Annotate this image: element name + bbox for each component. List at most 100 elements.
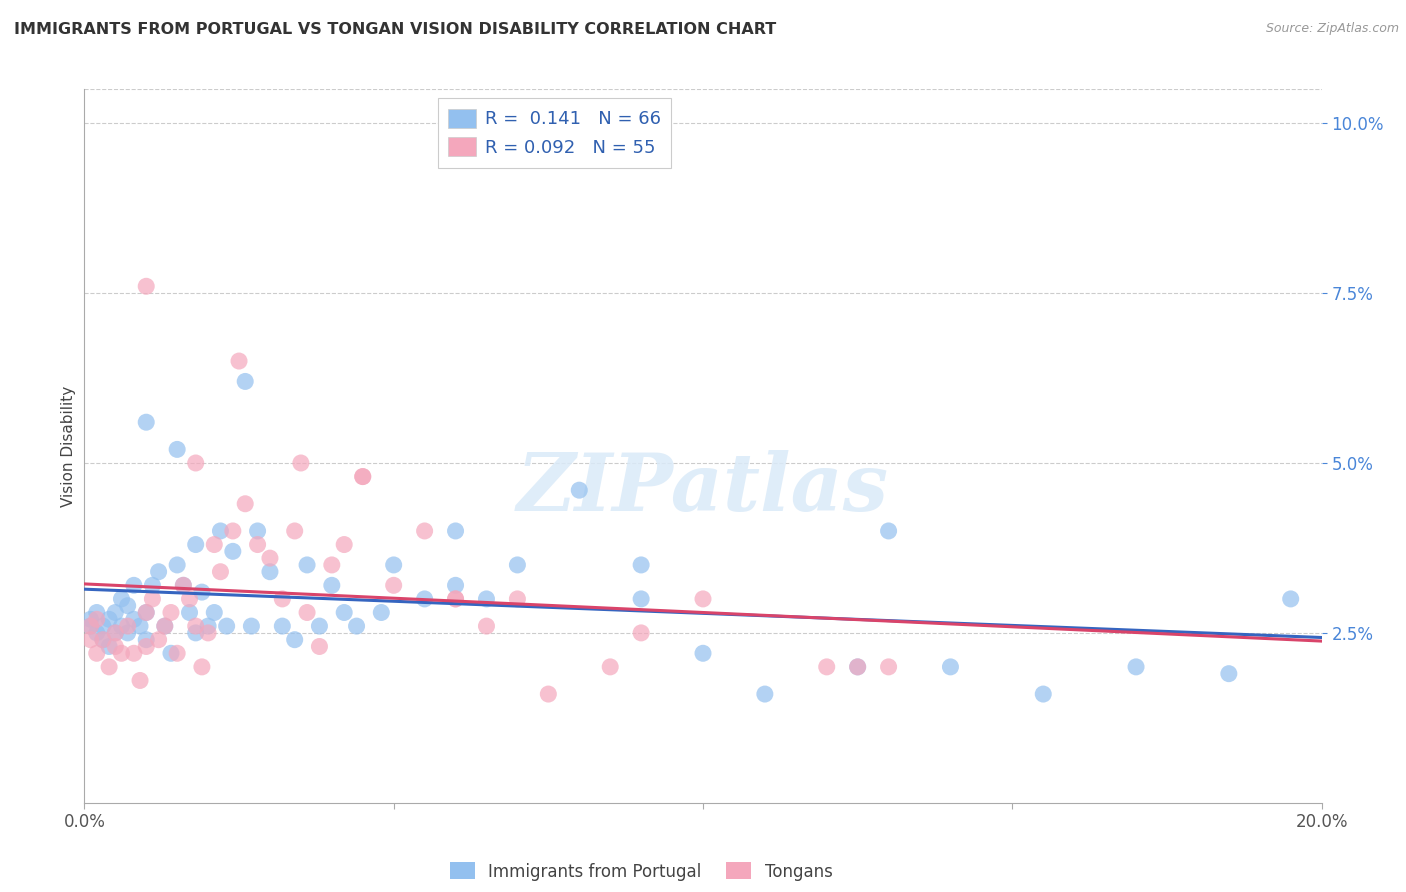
Point xyxy=(333,537,356,551)
Point xyxy=(233,497,256,511)
Point xyxy=(197,619,219,633)
Point xyxy=(754,687,776,701)
Point xyxy=(630,591,652,606)
Point xyxy=(79,619,101,633)
Point xyxy=(1032,687,1054,701)
Point xyxy=(444,591,467,606)
Point xyxy=(86,606,108,620)
Point xyxy=(382,558,405,572)
Point xyxy=(79,612,101,626)
Legend: Immigrants from Portugal, Tongans: Immigrants from Portugal, Tongans xyxy=(443,855,839,888)
Point xyxy=(179,606,201,620)
Point xyxy=(284,524,307,538)
Point xyxy=(129,619,152,633)
Point xyxy=(246,524,269,538)
Point xyxy=(91,619,114,633)
Point xyxy=(153,619,176,633)
Point xyxy=(846,660,869,674)
Point xyxy=(568,483,591,498)
Y-axis label: Vision Disability: Vision Disability xyxy=(60,385,76,507)
Point xyxy=(382,578,405,592)
Point xyxy=(321,578,343,592)
Point xyxy=(172,578,194,592)
Point xyxy=(215,619,238,633)
Point xyxy=(86,646,108,660)
Point xyxy=(370,606,392,620)
Point xyxy=(222,524,245,538)
Point xyxy=(333,606,356,620)
Point xyxy=(444,578,467,592)
Point xyxy=(846,660,869,674)
Point xyxy=(295,558,318,572)
Point xyxy=(202,537,225,551)
Point xyxy=(475,591,498,606)
Point xyxy=(184,537,207,551)
Point xyxy=(110,619,132,633)
Point xyxy=(86,626,108,640)
Point xyxy=(135,415,157,429)
Point xyxy=(184,456,207,470)
Point xyxy=(599,660,621,674)
Point xyxy=(117,619,139,633)
Point xyxy=(160,606,183,620)
Point xyxy=(79,619,101,633)
Point xyxy=(630,626,652,640)
Text: Source: ZipAtlas.com: Source: ZipAtlas.com xyxy=(1265,22,1399,36)
Point xyxy=(184,626,207,640)
Point xyxy=(308,640,330,654)
Point xyxy=(172,578,194,592)
Point xyxy=(877,524,900,538)
Point xyxy=(444,591,467,606)
Point xyxy=(939,660,962,674)
Point xyxy=(184,619,207,633)
Point xyxy=(122,612,145,626)
Point xyxy=(197,626,219,640)
Point xyxy=(877,660,900,674)
Point xyxy=(91,632,114,647)
Point xyxy=(271,591,294,606)
Point xyxy=(153,619,176,633)
Point xyxy=(191,585,214,599)
Point xyxy=(160,646,183,660)
Point xyxy=(321,558,343,572)
Point xyxy=(815,660,838,674)
Point xyxy=(1125,660,1147,674)
Point xyxy=(122,646,145,660)
Point xyxy=(135,279,157,293)
Point xyxy=(202,606,225,620)
Point xyxy=(117,599,139,613)
Point xyxy=(191,660,214,674)
Point xyxy=(352,469,374,483)
Point xyxy=(98,612,121,626)
Point xyxy=(692,591,714,606)
Point xyxy=(233,375,256,389)
Point xyxy=(240,619,263,633)
Point xyxy=(148,565,170,579)
Point xyxy=(166,558,188,572)
Point xyxy=(506,558,529,572)
Point xyxy=(91,632,114,647)
Point xyxy=(475,619,498,633)
Point xyxy=(413,524,436,538)
Point xyxy=(135,640,157,654)
Point xyxy=(259,551,281,566)
Point xyxy=(135,632,157,647)
Point xyxy=(148,632,170,647)
Point xyxy=(122,578,145,592)
Point xyxy=(179,591,201,606)
Point xyxy=(104,626,127,640)
Point xyxy=(209,565,232,579)
Point xyxy=(98,640,121,654)
Point xyxy=(1218,666,1240,681)
Point xyxy=(104,626,127,640)
Point xyxy=(86,612,108,626)
Point xyxy=(692,646,714,660)
Point xyxy=(110,591,132,606)
Point xyxy=(246,537,269,551)
Point xyxy=(537,687,560,701)
Point xyxy=(129,673,152,688)
Point xyxy=(104,640,127,654)
Point xyxy=(413,591,436,606)
Point xyxy=(135,606,157,620)
Point xyxy=(284,632,307,647)
